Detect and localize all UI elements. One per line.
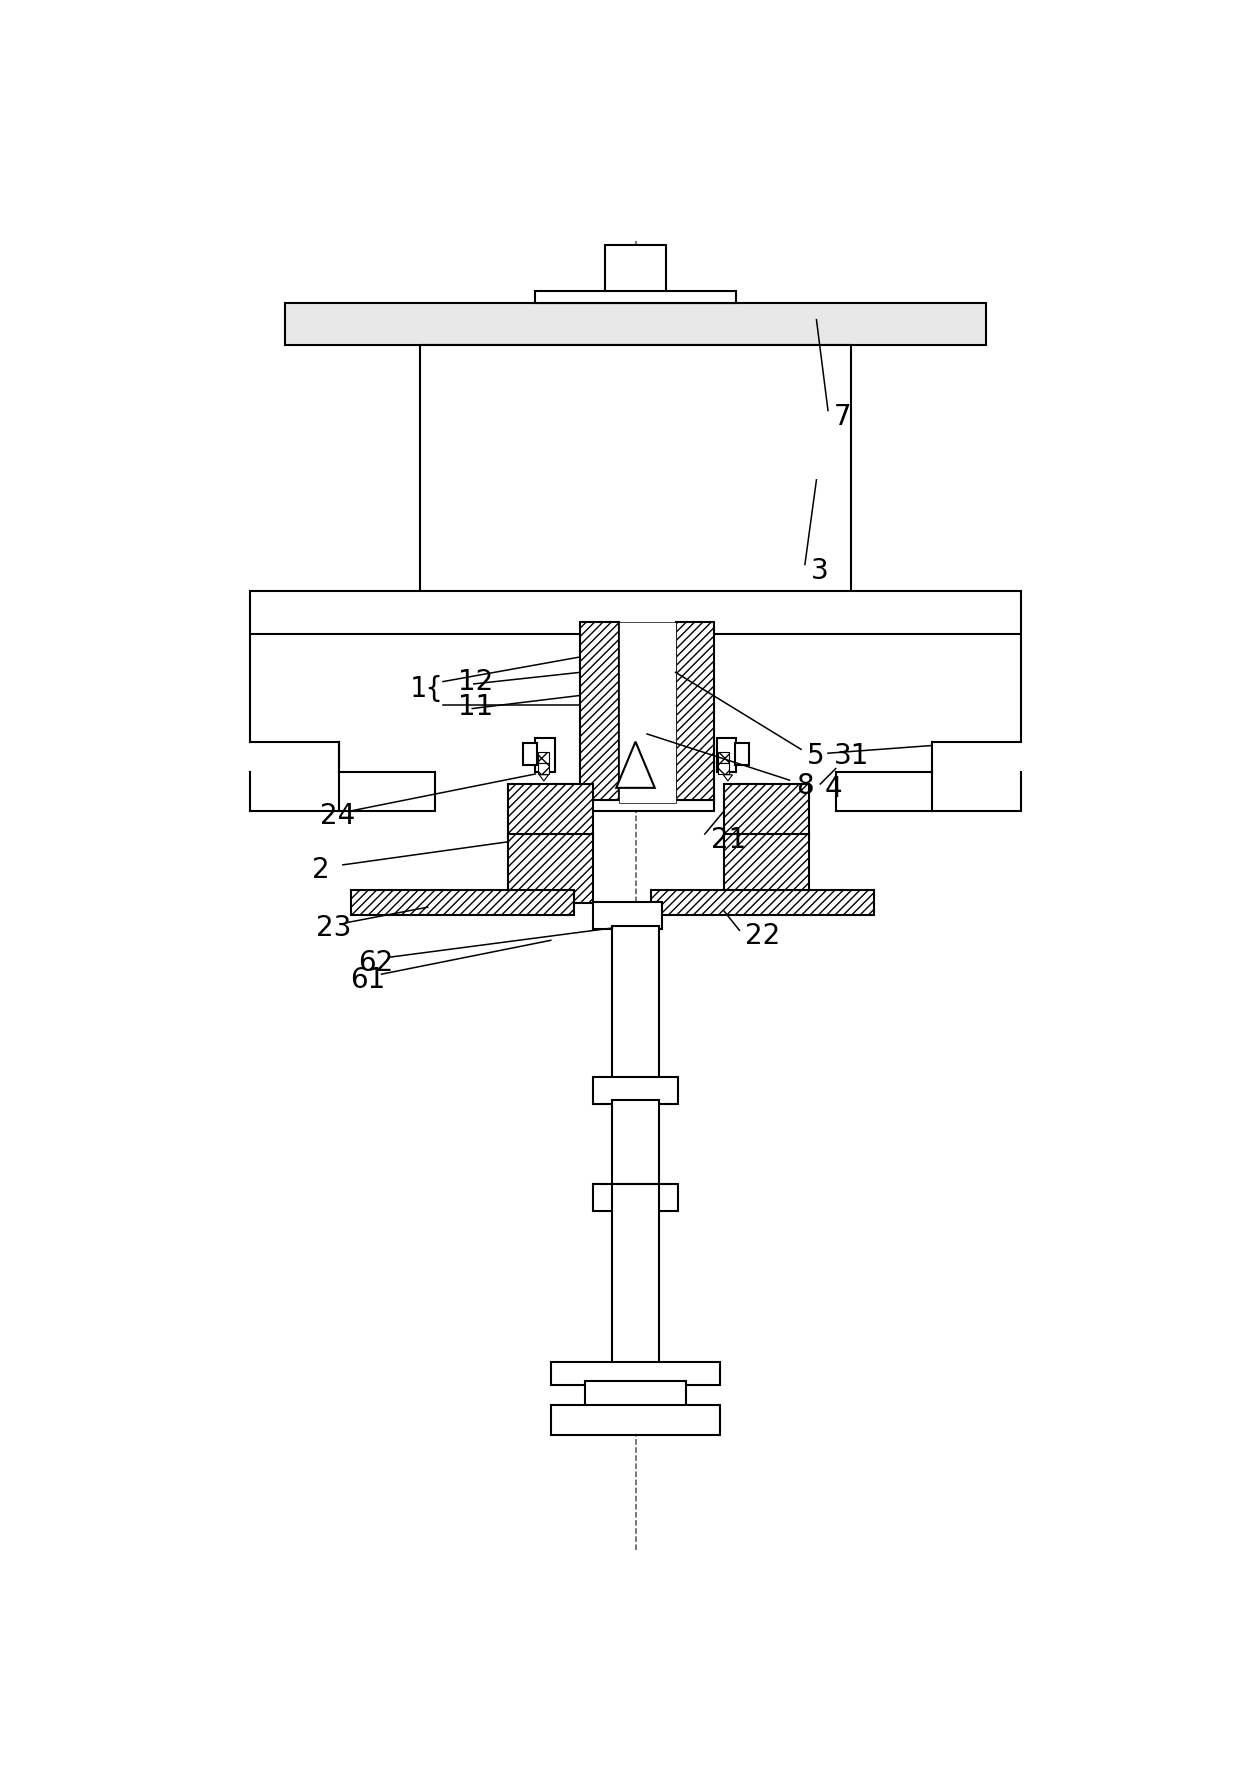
Bar [613, 1100, 658, 1189]
Bar [538, 753, 549, 764]
Bar [580, 800, 714, 810]
Text: 61: 61 [351, 966, 386, 994]
Bar [724, 784, 808, 837]
Bar [351, 891, 574, 916]
Bar [538, 764, 549, 775]
Text: 21: 21 [711, 826, 746, 855]
Bar [250, 591, 1021, 634]
Bar [523, 743, 537, 764]
Text: 23: 23 [316, 914, 351, 942]
Polygon shape [539, 775, 548, 780]
Bar [605, 245, 666, 295]
Bar [536, 737, 554, 773]
Bar [551, 1405, 720, 1435]
Bar [735, 743, 749, 764]
Bar [651, 891, 874, 916]
Text: 31: 31 [835, 741, 869, 769]
Text: 1{: 1{ [409, 675, 443, 703]
Bar [508, 784, 593, 837]
Text: 4: 4 [825, 775, 842, 803]
Text: 22: 22 [745, 921, 780, 950]
Text: 7: 7 [835, 403, 852, 430]
Bar [613, 1185, 658, 1366]
Bar [593, 1185, 678, 1212]
Bar [420, 345, 851, 596]
Bar [717, 737, 737, 773]
Bar [551, 1362, 720, 1385]
Bar [593, 1076, 678, 1103]
Bar [508, 834, 593, 903]
Bar [285, 303, 986, 345]
Text: 24: 24 [320, 801, 355, 830]
Polygon shape [723, 775, 733, 780]
Bar [580, 623, 619, 803]
Bar [718, 764, 729, 775]
Bar [724, 834, 808, 903]
Bar [536, 291, 735, 303]
Text: 3: 3 [811, 557, 828, 585]
Text: 12: 12 [459, 668, 494, 696]
Bar [613, 926, 658, 1080]
Bar [718, 753, 729, 764]
Bar [585, 1382, 686, 1408]
Text: 2: 2 [312, 857, 330, 884]
Polygon shape [616, 741, 655, 787]
Text: 8: 8 [796, 773, 813, 800]
Text: 5: 5 [807, 741, 825, 769]
Bar [624, 919, 647, 1373]
Bar [593, 901, 662, 928]
Text: 62: 62 [358, 948, 393, 976]
Bar [676, 623, 714, 803]
Text: 11: 11 [459, 693, 494, 721]
Bar [619, 623, 676, 803]
